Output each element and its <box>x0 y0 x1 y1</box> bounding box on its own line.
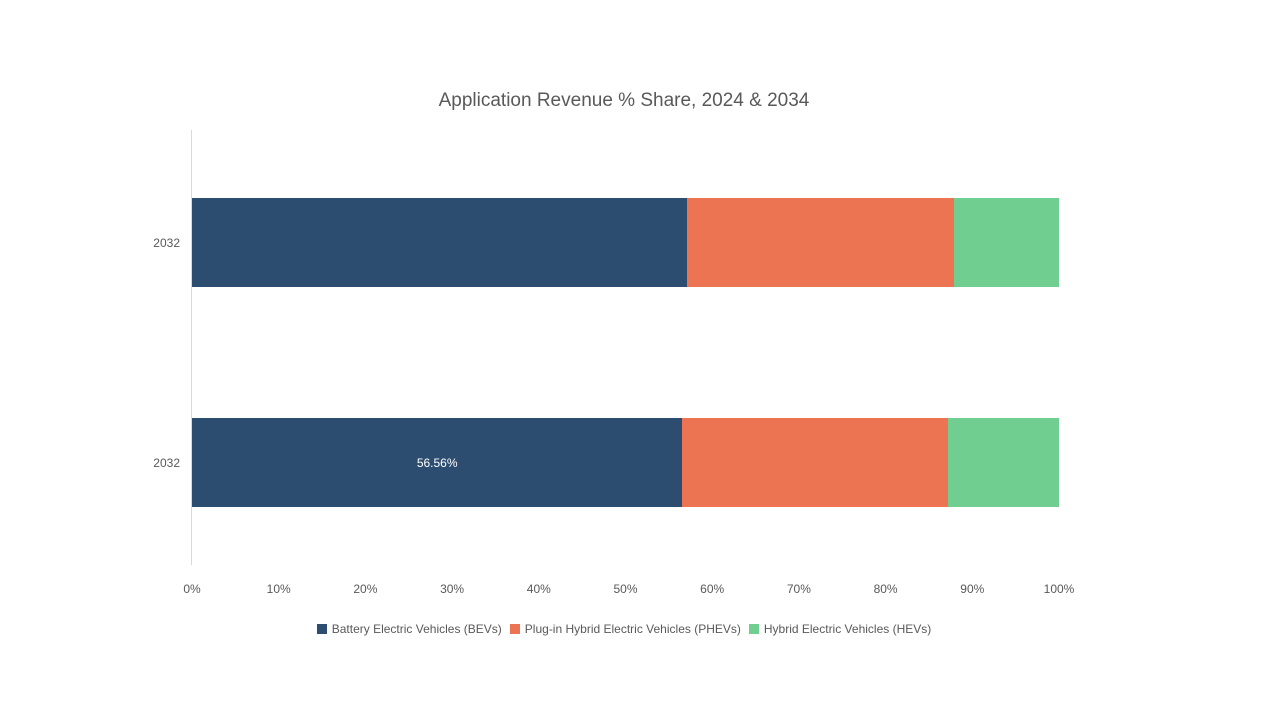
x-axis-tick-label: 60% <box>700 582 725 596</box>
legend-label: Battery Electric Vehicles (BEVs) <box>331 622 502 636</box>
bar-0-segment-0 <box>192 198 688 287</box>
x-axis-tick-label: 30% <box>440 582 465 596</box>
legend-label: Hybrid Electric Vehicles (HEVs) <box>763 622 932 636</box>
x-axis: 0% 10% 20% 30% 40% 50% 60% 70% 80% 90% 100% <box>183 582 1074 598</box>
data-label: 56.56% <box>416 455 458 470</box>
x-axis-tick-label: 20% <box>353 582 378 596</box>
legend-swatch-icon <box>316 624 327 634</box>
x-axis-tick-label: 50% <box>613 582 638 596</box>
legend-label: Plug-in Hybrid Electric Vehicles (PHEVs) <box>524 622 741 636</box>
bar-0-segment-2 <box>954 198 1059 287</box>
chart-title: Application Revenue % Share, 2024 & 2034 <box>438 90 810 111</box>
y-axis-label: 2032 <box>153 235 180 250</box>
bar-1-segment-1 <box>682 418 949 507</box>
x-axis-tick-label: 90% <box>960 582 985 596</box>
x-axis-tick-label: 70% <box>786 582 811 596</box>
x-axis-tick-label: 40% <box>526 582 551 596</box>
legend: Battery Electric Vehicles (BEVs) Plug-in … <box>190 622 1058 636</box>
legend-item: Hybrid Electric Vehicles (HEVs) <box>748 622 932 636</box>
bar-1-segment-2 <box>948 418 1059 507</box>
legend-swatch-icon <box>748 624 759 634</box>
legend-item: Battery Electric Vehicles (BEVs) <box>316 622 502 636</box>
bar-1-segment-0 <box>192 418 683 507</box>
legend-item: Plug-in Hybrid Electric Vehicles (PHEVs) <box>509 622 741 636</box>
y-axis-label: 2032 <box>153 455 180 470</box>
bar-0-segment-1 <box>687 198 955 287</box>
x-axis-tick-label: 80% <box>873 582 898 596</box>
x-axis-tick-label: 0% <box>183 582 201 596</box>
x-axis-tick-label: 100% <box>1043 582 1075 596</box>
plot-area: 56.56% 2032 2032 0% 10% 20% 30% 40% 50% 60% 70% 8… <box>153 130 1074 596</box>
legend-swatch-icon <box>509 624 520 634</box>
x-axis-tick-label: 10% <box>266 582 291 596</box>
